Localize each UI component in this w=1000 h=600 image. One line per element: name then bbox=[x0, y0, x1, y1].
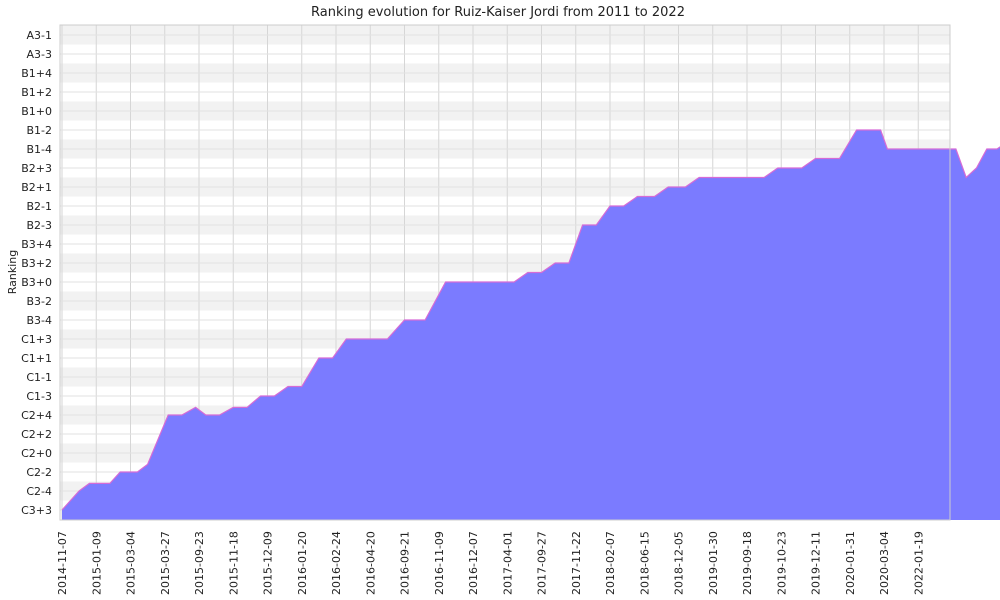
x-tick-label: 2016-01-20 bbox=[296, 531, 309, 595]
y-tick-labels: C3+3 C2-4 C2-2 C2+0 C2+2 C2+4 C1-3 C1-1 C1+1 C1+3… bbox=[21, 29, 52, 517]
y-tick-label: B3+2 bbox=[21, 257, 52, 270]
x-tick-label: 2018-06-15 bbox=[638, 531, 651, 595]
y-tick-label: B1-4 bbox=[26, 143, 52, 156]
y-tick-label: C2-4 bbox=[26, 485, 52, 498]
x-tick-label: 2020-03-04 bbox=[878, 531, 891, 595]
x-tick-label: 2019-12-11 bbox=[810, 531, 823, 595]
x-tick-label: 2017-11-22 bbox=[570, 531, 583, 595]
x-tick-label: 2016-04-20 bbox=[364, 531, 377, 595]
y-tick-label: C1-3 bbox=[26, 390, 52, 403]
x-tick-label: 2014-11-07 bbox=[56, 531, 69, 595]
y-tick-label: B2-1 bbox=[26, 200, 52, 213]
x-tick-label: 2015-01-09 bbox=[90, 531, 103, 595]
x-tick-label: 2019-09-18 bbox=[741, 531, 754, 595]
y-tick-label: C1+3 bbox=[21, 333, 52, 346]
x-tick-label: 2016-11-09 bbox=[433, 531, 446, 595]
x-tick-label: 2018-02-07 bbox=[604, 531, 617, 595]
x-tick-label: 2020-01-31 bbox=[844, 531, 857, 595]
y-tick-label: C3+3 bbox=[21, 504, 52, 517]
x-tick-label: 2017-09-27 bbox=[536, 531, 549, 595]
x-tick-label: 2015-03-27 bbox=[159, 531, 172, 595]
x-tick-label: 2017-04-01 bbox=[501, 531, 514, 595]
y-tick-label: B3+0 bbox=[21, 276, 52, 289]
y-tick-label: B3+4 bbox=[21, 238, 52, 251]
y-tick-label: C2-2 bbox=[26, 466, 52, 479]
y-tick-label: C2+2 bbox=[21, 428, 52, 441]
ranking-area bbox=[62, 130, 1000, 520]
y-axis-label: Ranking bbox=[6, 250, 19, 295]
x-tick-label: 2019-01-30 bbox=[707, 531, 720, 595]
y-tick-label: B1+4 bbox=[21, 67, 52, 80]
y-tick-label: A3-1 bbox=[27, 29, 53, 42]
y-tick-label: C1+1 bbox=[21, 352, 52, 365]
x-tick-label: 2019-10-23 bbox=[775, 531, 788, 595]
y-tick-label: B2-3 bbox=[26, 219, 52, 232]
y-tick-label: A3-3 bbox=[27, 48, 53, 61]
y-tick-label: B3-4 bbox=[26, 314, 52, 327]
y-tick-label: B2+1 bbox=[21, 181, 52, 194]
y-tick-label: B1-2 bbox=[26, 124, 52, 137]
y-tick-label: C2+0 bbox=[21, 447, 52, 460]
y-tick-label: B1+0 bbox=[21, 105, 52, 118]
x-tick-label: 2015-11-18 bbox=[227, 531, 240, 595]
x-tick-label: 2015-12-09 bbox=[262, 531, 275, 595]
y-tick-label: B3-2 bbox=[26, 295, 52, 308]
x-tick-label: 2015-03-04 bbox=[125, 531, 138, 595]
chart-title: Ranking evolution for Ruiz-Kaiser Jordi … bbox=[311, 5, 685, 20]
x-tick-label: 2015-09-23 bbox=[193, 531, 206, 595]
y-tick-label: B2+3 bbox=[21, 162, 52, 175]
x-tick-label: 2022-01-19 bbox=[912, 531, 925, 595]
x-tick-labels: 2014-11-07 2015-01-09 2015-03-04 2015-03-27… bbox=[56, 531, 925, 595]
x-tick-label: 2016-12-07 bbox=[467, 531, 480, 595]
x-tick-label: 2018-12-05 bbox=[673, 531, 686, 595]
x-tick-label: 2016-09-21 bbox=[399, 531, 412, 595]
x-tick-label: 2016-02-24 bbox=[330, 531, 343, 595]
y-tick-label: C2+4 bbox=[21, 409, 52, 422]
plot-frame bbox=[59, 24, 951, 521]
y-tick-label: B1+2 bbox=[21, 86, 52, 99]
y-tick-label: C1-1 bbox=[26, 371, 52, 384]
ranking-line bbox=[61, 129, 1000, 511]
